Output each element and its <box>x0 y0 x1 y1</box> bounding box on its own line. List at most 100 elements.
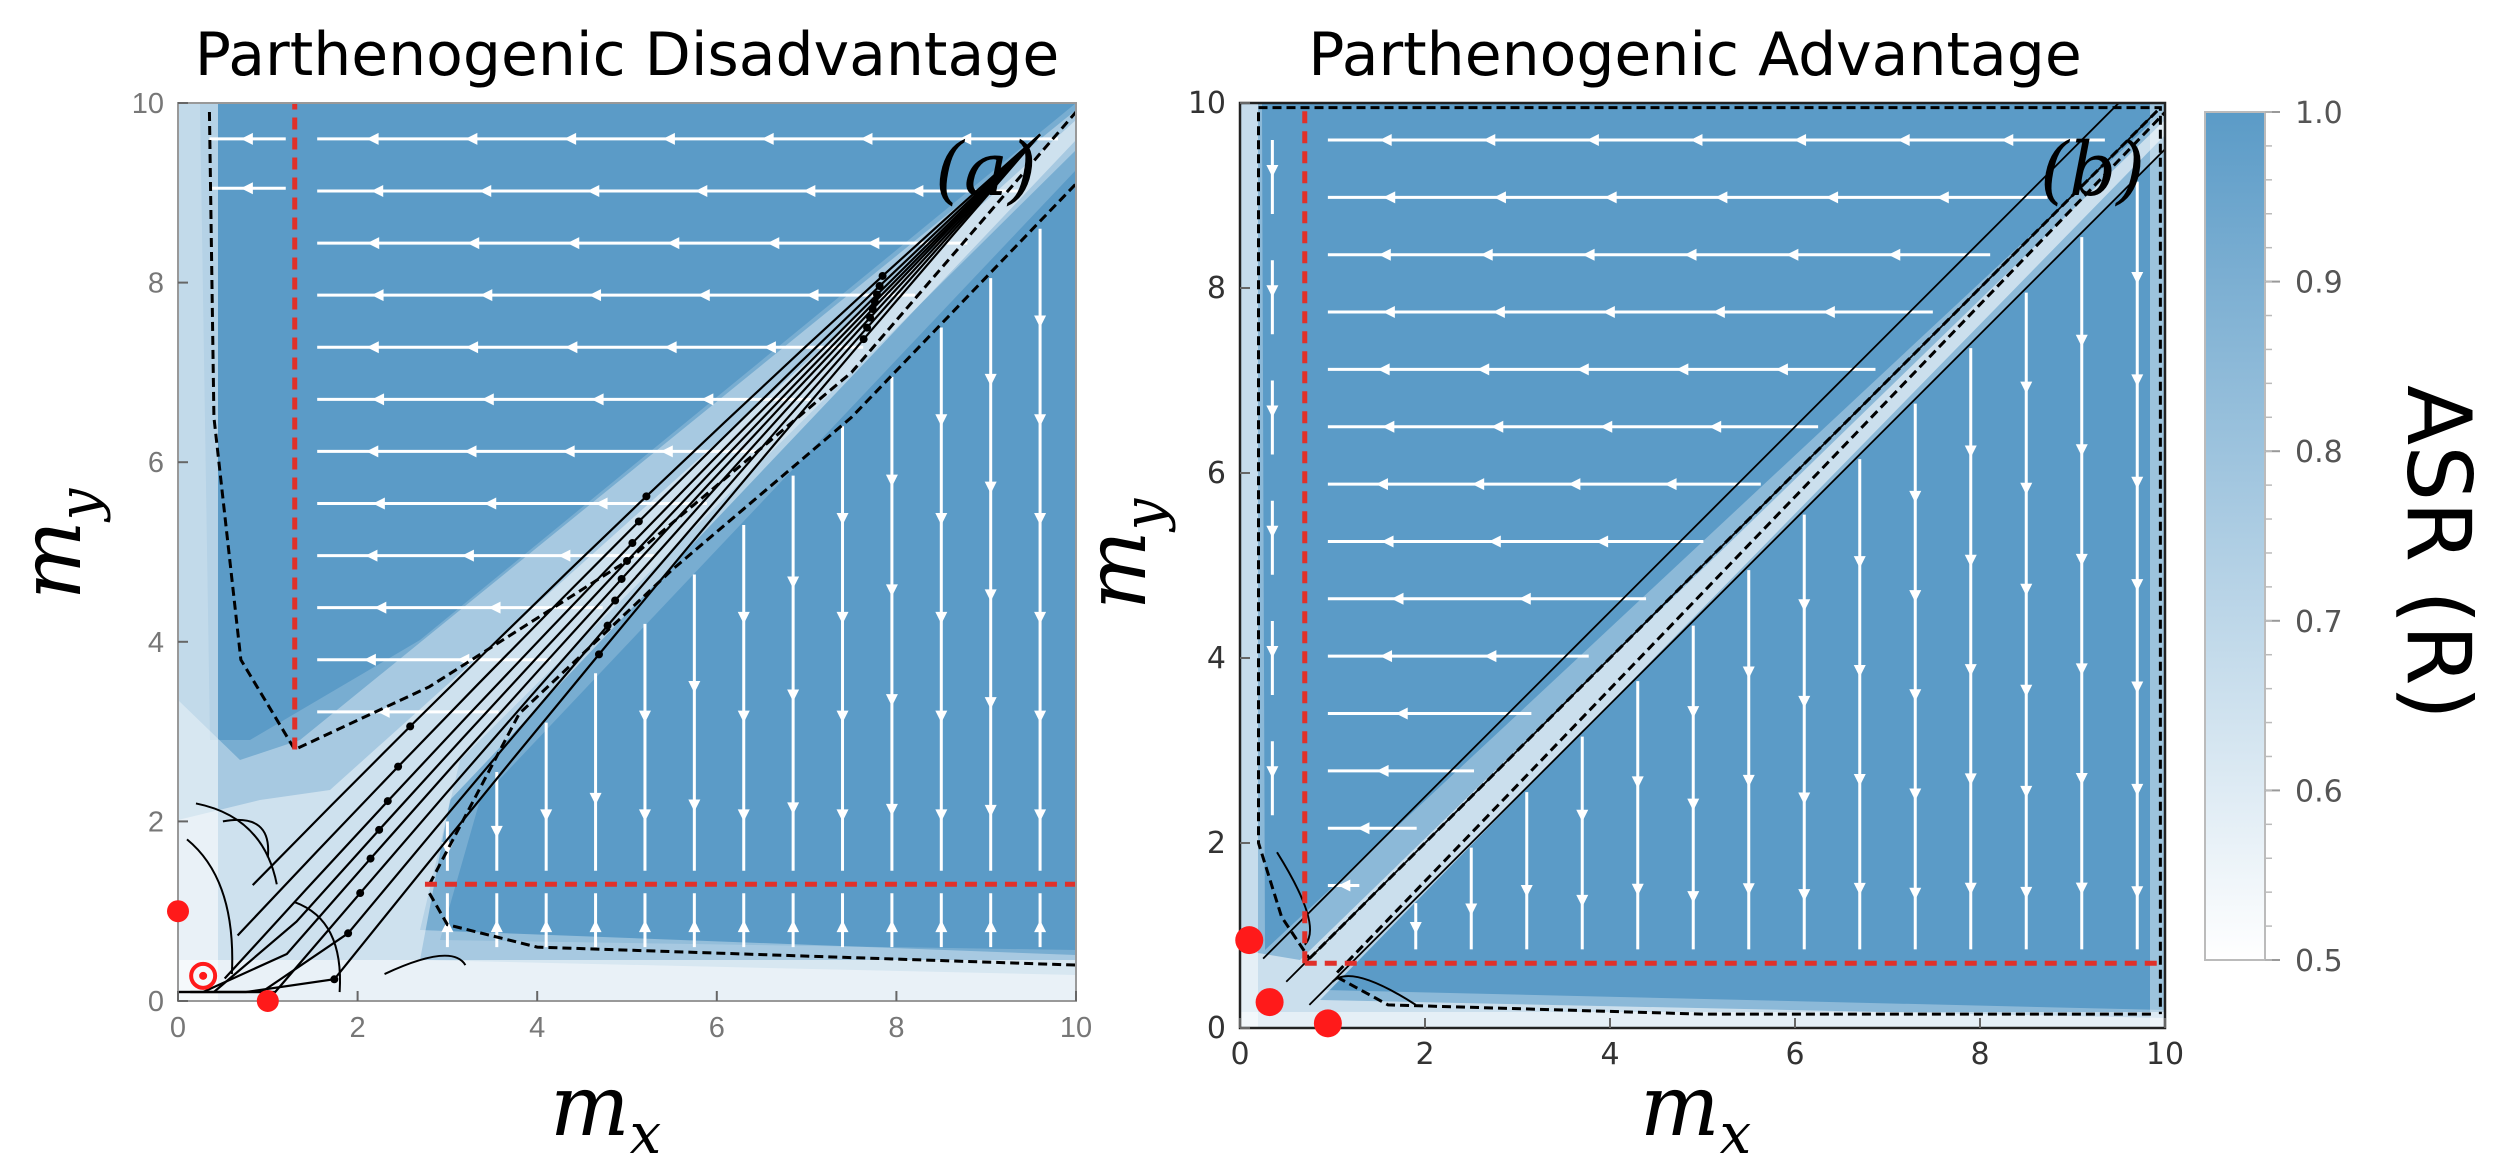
streamline-arrow <box>628 539 637 548</box>
streamline-arrow <box>394 762 403 771</box>
streamline-arrow <box>737 920 750 933</box>
streamline-arrow <box>567 237 580 250</box>
colorbar-label: ASR (R) <box>2387 385 2490 720</box>
streamline-arrow <box>465 132 478 145</box>
streamline-arrow <box>660 445 673 458</box>
streamline-arrow <box>1034 809 1047 822</box>
streamline-arrow <box>1909 689 1922 702</box>
streamline-arrow <box>866 313 875 322</box>
separatrix <box>1336 975 2156 1016</box>
streamline-arrow <box>1709 420 1722 433</box>
streamline-arrow <box>1520 884 1533 897</box>
streamline-arrow <box>1034 920 1047 933</box>
streamline-arrow <box>763 341 776 354</box>
streamline-arrow <box>363 653 376 666</box>
streamline-arrow <box>372 497 385 510</box>
streamline-arrow <box>1909 887 1922 900</box>
streamline-arrow <box>885 694 898 707</box>
streamline-arrow <box>1382 306 1395 319</box>
streamline-arrow <box>1798 599 1811 612</box>
streamline-arrow <box>2131 579 2144 592</box>
streamline-arrow <box>480 289 493 302</box>
streamline-arrow <box>1964 882 1977 895</box>
streamline-arrow <box>911 185 924 198</box>
streamline-arrow <box>1798 695 1811 708</box>
panel-a: Parthenogenic Disadvantage 0 2 4 6 8 10 0 2 4 6 8 1… <box>2 20 1092 1158</box>
streamline-arrow <box>984 697 997 710</box>
panel-a-xlabel: mx <box>550 1057 661 1158</box>
streamline-arrow <box>366 854 375 863</box>
streamline-arrow <box>377 705 390 718</box>
streamline-arrow <box>695 185 708 198</box>
streamline-arrow <box>467 237 480 250</box>
streamline-arrow <box>984 920 997 933</box>
x-tick-label: 10 <box>1060 1012 1092 1044</box>
streamline-arrow <box>490 825 503 838</box>
streamline-arrow <box>591 393 604 406</box>
fixed-point-stable <box>167 900 189 923</box>
streamline-arrow <box>1465 903 1478 916</box>
y-tick-label: 0 <box>148 986 164 1018</box>
x-tick-label: 4 <box>1600 1037 1619 1072</box>
streamline-arrow <box>688 680 701 693</box>
panel-b-field <box>1240 103 2165 1028</box>
streamline-arrow <box>875 282 884 291</box>
streamline-arrow <box>1266 766 1279 779</box>
streamline-arrow <box>1853 882 1866 895</box>
streamline-arrow <box>638 809 651 822</box>
streamline-arrow <box>737 809 750 822</box>
streamline-arrow <box>935 611 948 624</box>
streamline-arrow <box>806 289 819 302</box>
streamline-arrow <box>2131 783 2144 796</box>
streamline-arrow <box>589 792 602 805</box>
panel-a-ylabel: my <box>2 487 112 600</box>
separatrix <box>207 111 1076 752</box>
streamline-arrow <box>1379 134 1392 146</box>
streamline-arrow <box>1712 306 1725 319</box>
streamline-arrow <box>1034 315 1047 328</box>
streamline-arrow <box>787 576 800 589</box>
streamline-arrow <box>1472 478 1485 491</box>
streamline-arrow <box>867 237 880 250</box>
streamline-arrow <box>594 650 603 659</box>
streamline-arrow <box>836 710 849 723</box>
panel-b-title: Parthenogenic Advantage <box>1308 20 2082 90</box>
streamline-arrow <box>2075 773 2088 786</box>
streamline-arrow <box>562 445 575 458</box>
streamline-arrow <box>737 710 750 723</box>
streamline-arrow <box>1034 611 1047 624</box>
x-tick-label: 4 <box>529 1012 545 1044</box>
streamline-arrow <box>1909 590 1922 603</box>
streamline-arrow <box>1381 535 1394 548</box>
streamline-arrow <box>366 132 379 145</box>
streamline-diagonal <box>1308 147 2165 1006</box>
streamline-arrow <box>803 185 816 198</box>
streamline-arrow <box>1964 445 1977 458</box>
y-tick-label: 2 <box>148 806 164 838</box>
streamline-arrow <box>461 549 474 562</box>
streamline-arrow <box>935 710 948 723</box>
y-tick-label: 8 <box>148 268 164 300</box>
streamline-arrow <box>2001 134 2014 146</box>
streamline-arrow <box>885 584 898 597</box>
streamline-arrow <box>1480 248 1493 261</box>
streamline-arrow <box>374 601 387 614</box>
panel-b-xlabel: mx <box>1640 1057 1751 1158</box>
streamline-arrow <box>1676 363 1689 376</box>
streamline-arrow <box>1690 134 1703 146</box>
streamline-arrow <box>2131 681 2144 694</box>
streamline-arrow <box>787 689 800 702</box>
separatrix <box>1257 112 1311 960</box>
streamline-arrow <box>1631 883 1644 896</box>
streamline-arrow <box>240 132 253 145</box>
streamline-origin <box>1331 975 1417 1006</box>
separatrix <box>1336 111 2165 974</box>
streamline-arrow <box>1266 525 1279 538</box>
x-tick-label: 2 <box>1415 1037 1434 1072</box>
streamline-arrow <box>1576 809 1589 822</box>
colorbar-tick-label: 0.5 <box>2295 944 2343 979</box>
streamline-arrow <box>1034 710 1047 723</box>
streamline-arrow <box>1376 764 1389 777</box>
streamline-arrow <box>959 132 972 145</box>
streamline-arrow <box>365 549 378 562</box>
